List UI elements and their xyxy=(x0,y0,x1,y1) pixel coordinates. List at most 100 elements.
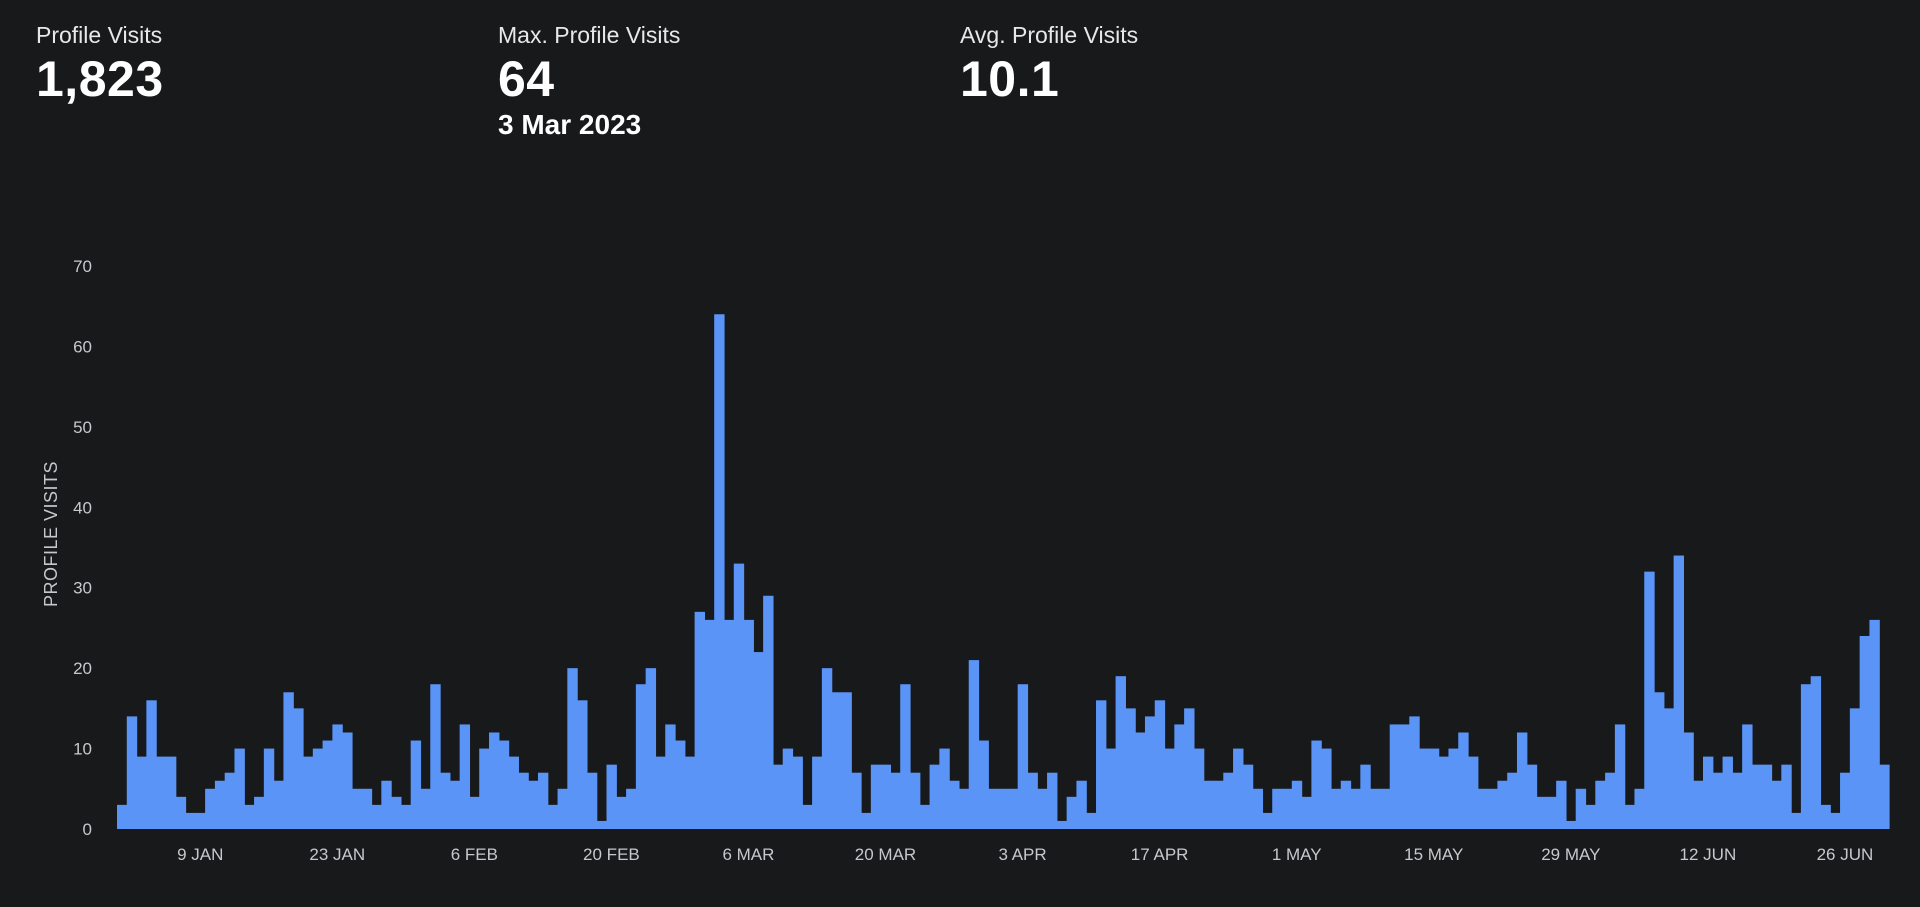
bar xyxy=(1751,764,1763,829)
bar xyxy=(1516,732,1528,829)
bar xyxy=(1301,796,1312,829)
bar xyxy=(1830,812,1841,829)
bar xyxy=(1399,724,1410,829)
bar xyxy=(1242,764,1254,829)
bar xyxy=(577,700,588,829)
bar xyxy=(1840,772,1851,829)
bar xyxy=(557,788,568,829)
bar xyxy=(185,812,196,829)
bar xyxy=(870,764,882,829)
y-tick-label: 60 xyxy=(73,337,92,356)
bar xyxy=(1115,676,1126,829)
bar xyxy=(518,772,529,829)
bar xyxy=(1389,724,1401,829)
bar xyxy=(1360,764,1371,829)
bar xyxy=(1252,788,1264,829)
bar xyxy=(998,788,1009,829)
bar xyxy=(1477,788,1489,829)
y-tick-label: 10 xyxy=(73,740,92,759)
bar xyxy=(214,780,226,829)
bar xyxy=(1027,772,1038,829)
bar xyxy=(1663,708,1675,829)
bar xyxy=(1761,764,1773,829)
bar xyxy=(430,684,441,829)
bar xyxy=(322,740,333,829)
bar xyxy=(332,724,343,829)
bar xyxy=(1233,748,1244,829)
stat-max-date: 3 Mar 2023 xyxy=(498,109,642,140)
x-tick-label: 1 MAY xyxy=(1272,845,1322,864)
bar xyxy=(684,756,696,829)
bar xyxy=(1742,724,1753,829)
bar xyxy=(782,748,794,829)
x-axis: 9 JAN 23 JAN 6 FEB 20 FEB 6 MAR 20 MAR 3 APR 17… xyxy=(177,845,1873,864)
bar xyxy=(1174,724,1185,829)
bar xyxy=(1644,571,1655,829)
bar xyxy=(156,756,167,829)
bar xyxy=(1810,676,1822,829)
bar xyxy=(645,668,657,829)
bar xyxy=(537,772,549,829)
bar xyxy=(1869,619,1880,829)
bar xyxy=(126,716,138,829)
bar xyxy=(1879,764,1890,829)
bar xyxy=(1262,812,1273,829)
x-tick-label: 6 FEB xyxy=(451,845,498,864)
stat-avg-value: 10.1 xyxy=(960,51,1060,107)
bar xyxy=(812,756,823,829)
bar xyxy=(1683,732,1694,829)
bar xyxy=(988,788,999,829)
bar xyxy=(694,611,705,829)
y-tick-label: 70 xyxy=(73,257,92,276)
bar xyxy=(733,563,745,829)
stat-total-value: 1,823 xyxy=(36,51,164,107)
bar xyxy=(841,692,852,829)
bar xyxy=(1722,756,1733,829)
bar xyxy=(165,756,177,829)
bar xyxy=(1037,788,1048,829)
bar xyxy=(498,740,510,829)
bar xyxy=(1673,555,1685,829)
bar xyxy=(1712,772,1724,829)
bar xyxy=(1468,756,1479,829)
bar xyxy=(1311,740,1322,829)
bar xyxy=(1379,788,1391,829)
bar xyxy=(1419,748,1430,829)
bar xyxy=(146,700,157,829)
bar xyxy=(1370,788,1381,829)
bar xyxy=(675,740,686,829)
y-tick-label: 30 xyxy=(73,579,92,598)
bar xyxy=(273,780,285,829)
bar xyxy=(371,804,382,829)
bar xyxy=(381,780,392,829)
y-tick-label: 40 xyxy=(73,498,92,517)
bar xyxy=(1487,788,1498,829)
bar xyxy=(1458,732,1469,829)
stat-avg-label: Avg. Profile Visits xyxy=(960,22,1139,48)
x-tick-label: 3 APR xyxy=(998,845,1046,864)
y-tick-label: 20 xyxy=(73,659,92,678)
bar xyxy=(1614,724,1626,829)
bar xyxy=(1536,796,1547,829)
bar xyxy=(851,772,862,829)
bar xyxy=(1428,748,1440,829)
bar xyxy=(1184,708,1195,829)
bar xyxy=(1321,748,1332,829)
bar xyxy=(978,740,989,829)
bar xyxy=(586,772,598,829)
bar xyxy=(772,764,784,829)
x-tick-label: 20 MAR xyxy=(855,845,916,864)
bar xyxy=(244,804,255,829)
bar xyxy=(1634,788,1645,829)
bar xyxy=(1213,780,1224,829)
bar xyxy=(763,595,774,829)
bar xyxy=(1330,788,1342,829)
x-tick-label: 15 MAY xyxy=(1404,845,1463,864)
bar xyxy=(1086,812,1097,829)
bar xyxy=(616,796,627,829)
bar xyxy=(1096,700,1107,829)
bar xyxy=(1565,820,1577,829)
bar xyxy=(391,796,402,829)
bar xyxy=(635,684,647,829)
bar xyxy=(449,780,461,829)
